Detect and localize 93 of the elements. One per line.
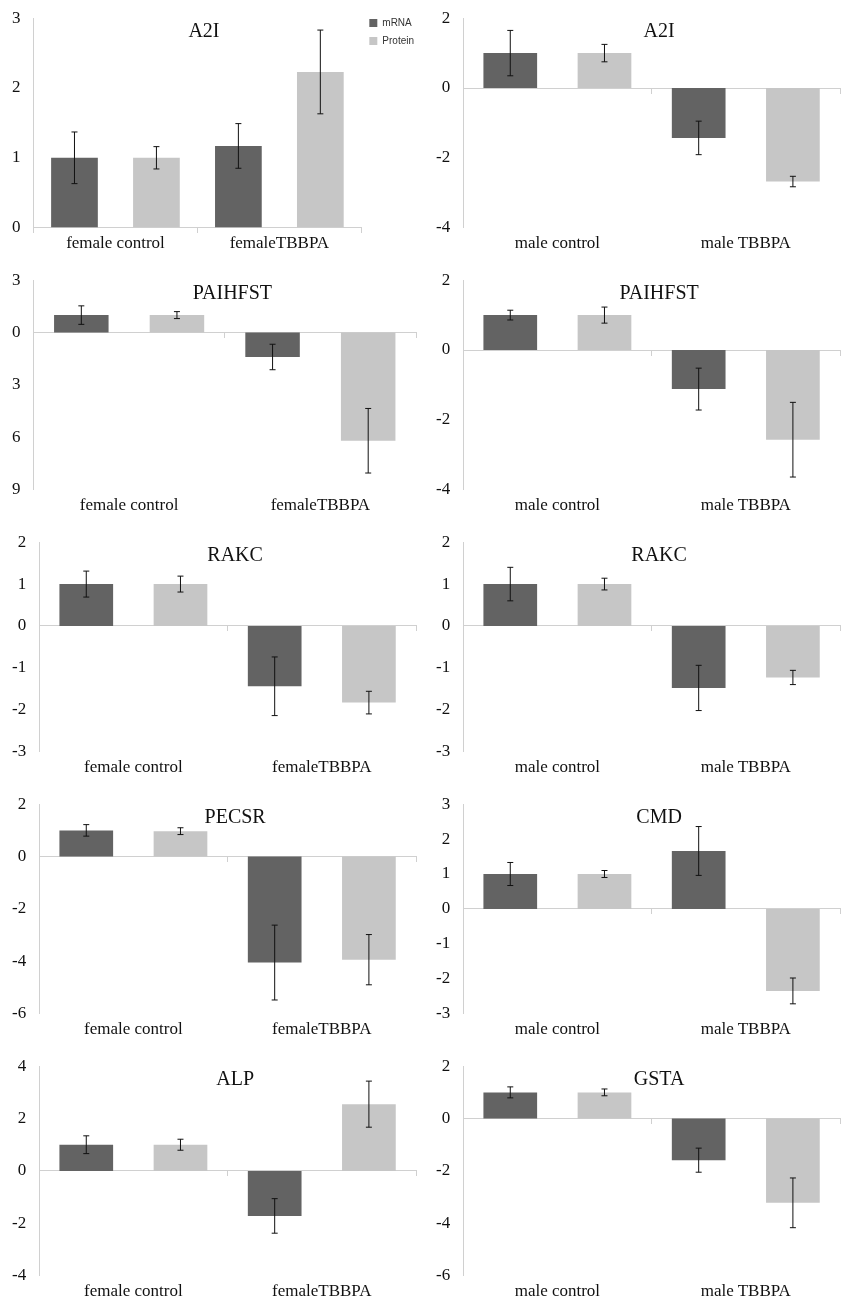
bar: [59, 1144, 114, 1171]
x-tick-label: femaleTBBPA: [272, 757, 373, 777]
bar: [51, 157, 98, 228]
y-tick-label: 0: [441, 77, 451, 97]
bar: [247, 856, 302, 963]
x-tick-label: female control: [84, 1281, 183, 1301]
y-tick-label: 2: [441, 1055, 451, 1075]
y-tick-label: 6: [12, 426, 21, 446]
y-tick-label: -1: [11, 657, 27, 677]
y-tick-label: -2: [435, 147, 451, 167]
y-tick-label: 0: [441, 1108, 451, 1128]
x-tick-label: femaleTBBPA: [229, 233, 330, 253]
y-tick-label: -1: [435, 657, 451, 677]
y-tick-label: 2: [17, 793, 27, 813]
x-tick-label: male control: [514, 757, 601, 777]
y-tick-label: 0: [441, 898, 451, 918]
x-tick-label: femaleTBBPA: [272, 1019, 373, 1039]
bar: [215, 145, 262, 228]
y-tick-label: 2: [441, 531, 451, 551]
y-tick-label: 0: [17, 615, 27, 635]
chart-title: PAIHFST: [619, 281, 699, 304]
y-tick-label: -4: [11, 950, 27, 970]
y-tick-label: 2: [441, 269, 451, 289]
bar: [671, 850, 726, 909]
chart-title: RAKC: [207, 543, 263, 566]
y-tick-label: -6: [435, 1265, 451, 1285]
y-tick-label: 1: [441, 863, 451, 883]
y-tick-label: 0: [441, 339, 451, 359]
y-tick-label: 0: [12, 322, 21, 342]
y-tick-label: -4: [435, 1212, 451, 1232]
y-tick-label: -6: [11, 1003, 27, 1023]
chart-title: A2I: [643, 19, 675, 42]
y-tick-label: 2: [441, 7, 451, 27]
y-tick-label: 1: [17, 573, 27, 593]
x-tick-label: male control: [514, 233, 601, 253]
y-tick-label: 3: [12, 7, 21, 27]
x-tick-label: male TBBPA: [700, 233, 792, 253]
bar: [247, 1170, 302, 1216]
y-tick-label: -3: [435, 741, 451, 761]
y-tick-label: -2: [435, 968, 451, 988]
chart-title: A2I: [188, 19, 220, 42]
y-tick-label: 0: [12, 217, 21, 237]
y-tick-label: -3: [435, 1003, 451, 1023]
bar: [483, 874, 538, 909]
chart-title: PAIHFST: [192, 281, 273, 304]
x-tick-label: femaleTBBPA: [272, 1281, 373, 1301]
x-tick-label: male TBBPA: [700, 495, 792, 515]
y-tick-label: -2: [11, 898, 27, 918]
y-tick-label: -2: [435, 409, 451, 429]
chart-title: ALP: [216, 1067, 255, 1090]
y-tick-label: -2: [435, 699, 451, 719]
legend-label: mRNA: [382, 16, 413, 28]
x-tick-label: male TBBPA: [700, 1019, 792, 1039]
x-tick-label: male control: [514, 1019, 601, 1039]
y-tick-label: -4: [11, 1265, 27, 1285]
bar: [296, 71, 344, 228]
y-tick-label: 4: [17, 1055, 27, 1075]
y-tick-label: 2: [441, 828, 451, 848]
x-tick-label: male control: [514, 495, 601, 515]
x-tick-label: male control: [514, 1281, 601, 1301]
y-tick-label: -3: [11, 741, 27, 761]
x-tick-label: femaleTBBPA: [270, 495, 371, 515]
chart-title: CMD: [636, 805, 682, 828]
y-tick-label: 2: [12, 77, 21, 97]
x-tick-label: female control: [84, 1019, 183, 1039]
chart-title: GSTA: [633, 1067, 685, 1090]
bar: [59, 830, 114, 857]
y-tick-label: -1: [435, 933, 451, 953]
y-tick-label: 0: [441, 615, 451, 635]
chart-title: PECSR: [204, 805, 267, 828]
y-tick-label: 9: [12, 479, 21, 499]
bar: [133, 157, 180, 228]
y-tick-label: 0: [17, 1160, 27, 1180]
y-tick-label: -2: [11, 699, 27, 719]
x-tick-label: female control: [66, 233, 166, 253]
y-tick-label: 3: [12, 269, 21, 289]
x-tick-label: female control: [79, 495, 179, 515]
y-tick-label: 0: [17, 846, 27, 866]
x-tick-label: male TBBPA: [700, 757, 792, 777]
y-tick-label: 2: [17, 531, 27, 551]
chart-title: RAKC: [631, 543, 687, 566]
legend-label: Protein: [382, 34, 414, 46]
y-tick-label: -2: [435, 1160, 451, 1180]
y-tick-label: 3: [12, 374, 21, 394]
x-tick-label: female control: [84, 757, 183, 777]
y-tick-label: 1: [441, 573, 451, 593]
y-tick-label: -4: [435, 217, 451, 237]
y-tick-label: -2: [11, 1212, 27, 1232]
y-tick-label: 2: [17, 1108, 27, 1128]
y-tick-label: -4: [435, 479, 451, 499]
y-tick-label: 3: [441, 793, 451, 813]
x-tick-label: male TBBPA: [700, 1281, 792, 1301]
y-tick-label: 1: [12, 147, 21, 167]
